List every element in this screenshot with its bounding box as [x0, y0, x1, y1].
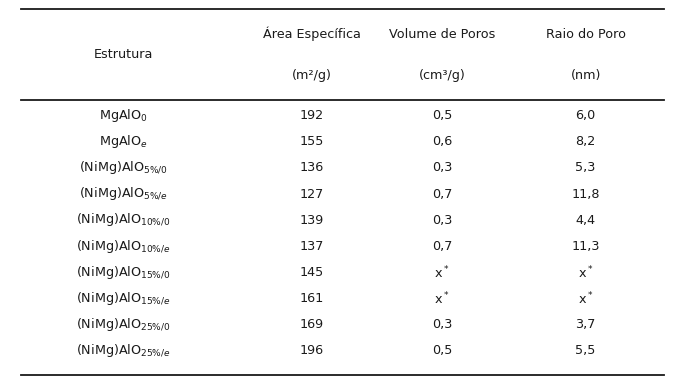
- Text: x$^*$: x$^*$: [434, 290, 449, 307]
- Text: 3,7: 3,7: [575, 318, 596, 331]
- Text: 8,2: 8,2: [575, 135, 596, 148]
- Text: 127: 127: [299, 188, 324, 200]
- Text: 0,5: 0,5: [432, 109, 452, 122]
- Text: Raio do Poro: Raio do Poro: [546, 28, 625, 41]
- Text: MgAlO$_0$: MgAlO$_0$: [99, 107, 148, 124]
- Text: x$^*$: x$^*$: [578, 290, 593, 307]
- Text: 137: 137: [299, 240, 324, 253]
- Text: 0,3: 0,3: [432, 161, 452, 174]
- Text: 169: 169: [299, 318, 324, 331]
- Text: 0,7: 0,7: [432, 188, 452, 200]
- Text: Volume de Poros: Volume de Poros: [388, 28, 495, 41]
- Text: (m²/g): (m²/g): [292, 69, 332, 82]
- Text: 0,6: 0,6: [432, 135, 452, 148]
- Text: 136: 136: [299, 161, 324, 174]
- Text: 0,7: 0,7: [432, 240, 452, 253]
- Text: 11,3: 11,3: [571, 240, 600, 253]
- Text: (nm): (nm): [571, 69, 601, 82]
- Text: 161: 161: [299, 292, 324, 305]
- Text: 0,3: 0,3: [432, 214, 452, 227]
- Text: 4,4: 4,4: [575, 214, 596, 227]
- Text: 6,0: 6,0: [575, 109, 596, 122]
- Text: (NiMg)AlO$_{10\%/0}$: (NiMg)AlO$_{10\%/0}$: [76, 212, 171, 229]
- Text: x$^*$: x$^*$: [434, 264, 449, 281]
- Text: (NiMg)AlO$_{25\%/0}$: (NiMg)AlO$_{25\%/0}$: [76, 316, 171, 333]
- Text: 5,5: 5,5: [575, 345, 596, 357]
- Text: (NiMg)AlO$_{15\%/e}$: (NiMg)AlO$_{15\%/e}$: [76, 290, 171, 307]
- Text: MgAlO$_e$: MgAlO$_e$: [99, 133, 148, 150]
- Text: 145: 145: [299, 266, 324, 279]
- Text: 0,3: 0,3: [432, 318, 452, 331]
- Text: 139: 139: [299, 214, 324, 227]
- Text: Estrutura: Estrutura: [94, 49, 153, 61]
- Text: 192: 192: [299, 109, 324, 122]
- Text: 11,8: 11,8: [571, 188, 600, 200]
- Text: (NiMg)AlO$_{5\%/0}$: (NiMg)AlO$_{5\%/0}$: [79, 160, 168, 176]
- Text: (cm³/g): (cm³/g): [419, 69, 465, 82]
- Text: (NiMg)AlO$_{5\%/e}$: (NiMg)AlO$_{5\%/e}$: [79, 186, 168, 202]
- Text: (NiMg)AlO$_{25\%/e}$: (NiMg)AlO$_{25\%/e}$: [76, 343, 171, 359]
- Text: Área Específica: Área Específica: [263, 27, 360, 41]
- Text: 196: 196: [299, 345, 324, 357]
- Text: 5,3: 5,3: [575, 161, 596, 174]
- Text: 0,5: 0,5: [432, 345, 452, 357]
- Text: x$^*$: x$^*$: [578, 264, 593, 281]
- Text: (NiMg)AlO$_{10\%/e}$: (NiMg)AlO$_{10\%/e}$: [76, 238, 171, 255]
- Text: (NiMg)AlO$_{15\%/0}$: (NiMg)AlO$_{15\%/0}$: [76, 264, 171, 281]
- Text: 155: 155: [299, 135, 324, 148]
